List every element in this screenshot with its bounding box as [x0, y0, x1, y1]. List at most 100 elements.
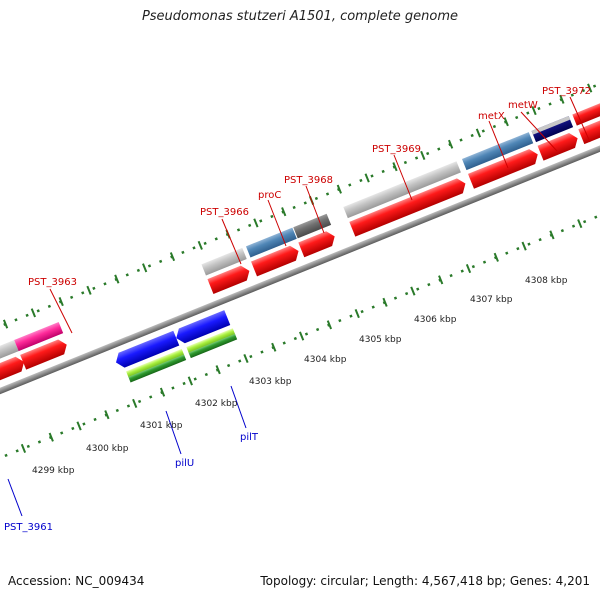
major-tick: [475, 128, 482, 138]
gene-label: PST_3969: [372, 144, 421, 155]
forward-tick-line: [0, 74, 600, 362]
major-tick: [215, 365, 221, 375]
major-tick: [448, 139, 454, 149]
major-tick: [253, 218, 259, 228]
feature-bar: [126, 348, 185, 378]
leader-line: [520, 111, 558, 152]
feature-bar: [0, 339, 19, 374]
gene-label: PST_3972: [542, 86, 591, 97]
major-tick: [132, 398, 138, 408]
forward-major-ticks: [2, 83, 593, 329]
leader-line: [267, 199, 287, 247]
gene-label: pilU: [175, 458, 194, 469]
major-tick: [392, 162, 398, 172]
cds-arrow: [176, 310, 231, 344]
reverse-cds-row: [116, 310, 231, 368]
major-tick: [326, 320, 333, 330]
gene-label: proC: [258, 190, 281, 201]
leader-line: [221, 218, 242, 265]
major-tick: [20, 443, 27, 453]
major-tick: [382, 297, 388, 307]
gene-label: PST_3961: [4, 522, 53, 533]
cds-arrow: [537, 133, 578, 161]
major-tick: [86, 285, 92, 295]
major-tick: [197, 240, 203, 250]
major-tick: [420, 150, 426, 161]
major-tick: [438, 275, 444, 285]
scale-label: 4300 kbp: [86, 444, 129, 454]
forward-feature-row: [0, 91, 600, 374]
major-tick: [30, 308, 36, 318]
major-tick: [159, 387, 166, 397]
major-tick: [2, 319, 9, 329]
cds-arrow: [349, 178, 466, 237]
leader-line: [569, 96, 591, 143]
feature-bar: [186, 328, 236, 354]
cds-arrow: [116, 330, 180, 368]
major-tick: [577, 219, 583, 229]
major-tick: [48, 432, 54, 442]
forward-gene-labels: PST_3963 PST_3966 proC PST_3968 PST_3969…: [28, 86, 591, 288]
major-tick: [549, 230, 555, 240]
feature-bar: [14, 322, 64, 352]
reverse-gene-labels: PST_3961 pilU pilT: [4, 432, 259, 533]
feature-bar: [461, 132, 534, 171]
leader-line: [230, 385, 247, 429]
cds-arrow: [251, 245, 299, 277]
scale-label: 4302 kbp: [195, 399, 238, 409]
feature-bar: [201, 247, 247, 276]
cds-arrow: [298, 231, 335, 258]
major-tick: [76, 421, 82, 431]
scale-label: 4303 kbp: [249, 377, 292, 387]
genome-backbone: [0, 121, 600, 427]
major-tick: [142, 263, 148, 273]
major-tick: [58, 297, 64, 307]
major-tick: [493, 252, 499, 262]
accession-text: Accession: NC_009434: [8, 574, 145, 588]
gene-label: metX: [478, 111, 505, 122]
cds-arrow: [578, 109, 600, 145]
leader-line: [49, 288, 73, 334]
scale-label: 4301 kbp: [140, 421, 183, 431]
reverse-feature-row: [126, 328, 238, 383]
major-tick: [559, 94, 565, 104]
leader-line: [393, 154, 413, 201]
gene-label: PST_3963: [28, 277, 77, 288]
major-tick: [364, 173, 370, 183]
map-title: Pseudomonas stutzeri A1501, complete gen…: [141, 9, 459, 24]
cds-arrow: [20, 339, 67, 370]
leader-line: [165, 410, 182, 455]
feature-bar: [245, 227, 297, 258]
feature-bar: [293, 213, 332, 239]
major-tick: [187, 376, 193, 386]
major-tick: [271, 342, 277, 352]
major-tick: [336, 184, 342, 194]
major-tick: [354, 308, 360, 319]
feature-bar: [188, 333, 238, 359]
feature-bar: [572, 91, 600, 126]
cds-arrow: [0, 356, 25, 395]
scale-label: 4308 kbp: [525, 276, 568, 286]
major-tick: [587, 83, 593, 93]
major-tick: [243, 353, 249, 364]
feature-bar: [343, 161, 461, 219]
label-leader-lines: [7, 96, 591, 517]
gene-label: PST_3968: [284, 175, 333, 186]
major-tick: [521, 241, 527, 251]
forward-cds-row: [0, 109, 600, 395]
gene-label: metW: [508, 100, 538, 111]
major-tick: [410, 286, 416, 296]
feature-bar: [531, 115, 571, 135]
major-tick: [169, 252, 176, 262]
cds-arrow: [467, 149, 538, 189]
scale-label: 4304 kbp: [304, 355, 347, 365]
scale-label: 4299 kbp: [32, 466, 75, 476]
scale-label: 4307 kbp: [470, 295, 513, 305]
scale-labels: 4299 kbp 4300 kbp 4301 kbp 4302 kbp 4303…: [32, 276, 568, 476]
gene-label: pilT: [240, 432, 259, 443]
leader-line: [7, 478, 23, 517]
major-tick: [465, 264, 472, 274]
genome-summary-text: Topology: circular; Length: 4,567,418 bp…: [260, 574, 590, 588]
major-tick: [281, 207, 287, 217]
